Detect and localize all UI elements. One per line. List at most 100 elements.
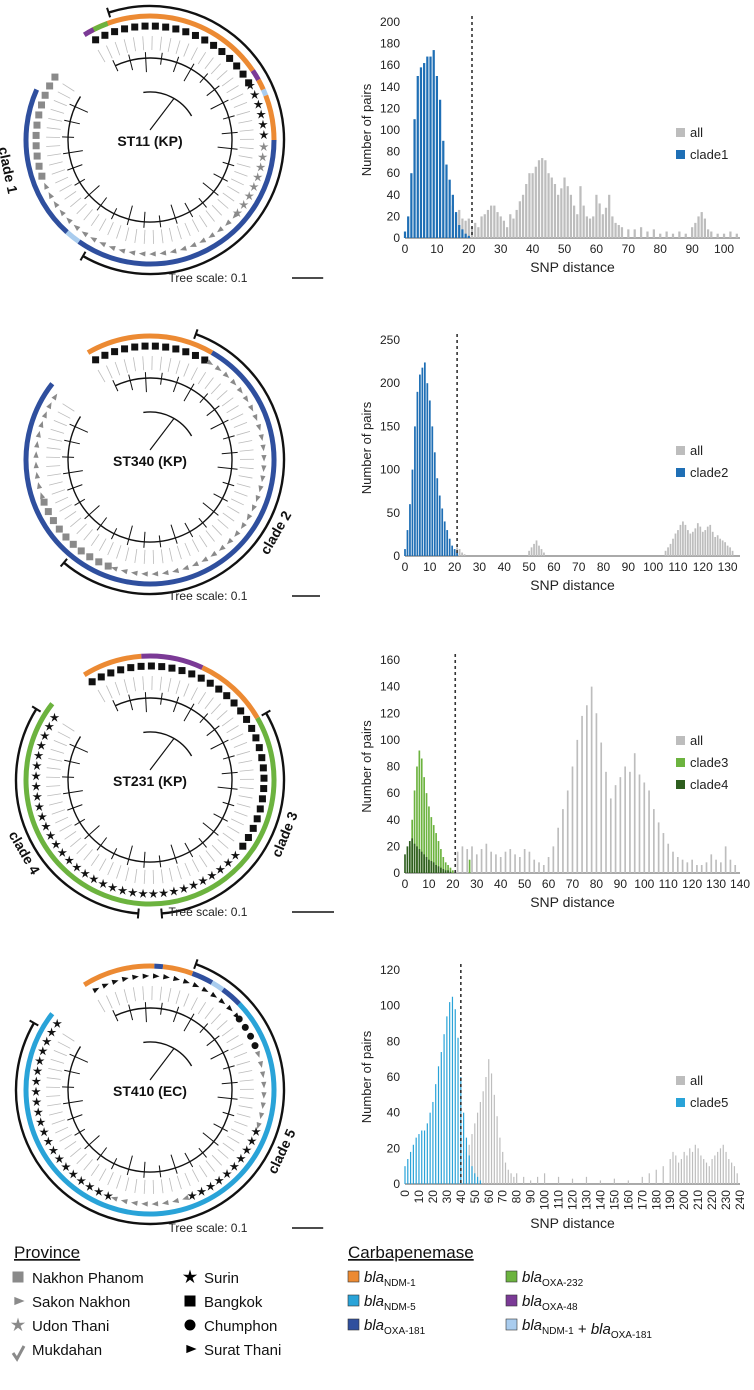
tip-guide [50, 748, 65, 754]
province-symbol [169, 886, 179, 896]
tree-branch [128, 54, 134, 71]
province-symbol [46, 1027, 57, 1037]
bar-all [691, 859, 693, 873]
province-symbol [51, 839, 61, 849]
province-symbol [141, 342, 149, 350]
province-symbol [179, 245, 187, 251]
bar-all [679, 524, 682, 556]
histogram-panel-3: 0 20 40 60 80 100 120 140 160 0 10 20 30 40 50 60 70 80 90… [359, 653, 750, 910]
x-tick-label: 30 [473, 560, 487, 574]
tip-guide [175, 680, 181, 694]
y-tick-label: 200 [380, 376, 400, 390]
legend-gene-part: NDM-5 [384, 1302, 416, 1313]
tip-guide [97, 49, 106, 63]
province-symbol [121, 25, 129, 33]
tree-branch [210, 739, 229, 750]
province-symbol [172, 1197, 180, 1203]
province-symbol [42, 1036, 52, 1046]
tree-branch [112, 700, 119, 712]
y-tick-label: 200 [380, 15, 400, 29]
province-symbol [210, 550, 218, 557]
province-symbol [241, 1023, 249, 1031]
tree-branch [67, 484, 83, 491]
tip-guide [70, 517, 82, 528]
tree-branch [158, 855, 162, 868]
bar-all [648, 790, 650, 873]
province-symbol [201, 356, 209, 364]
bar-all [499, 1137, 501, 1184]
tree-branch [184, 202, 194, 218]
bar-clade2 [443, 521, 446, 556]
tip-guide [160, 229, 164, 244]
province-symbol [214, 365, 222, 372]
bar-all [701, 531, 704, 556]
tip-guide [198, 855, 208, 868]
bar-all [716, 535, 719, 556]
tip-guide [238, 475, 253, 479]
tip-guide [197, 371, 207, 385]
bar-all [509, 849, 512, 873]
legend-province-label: Mukdahan [32, 1342, 102, 1359]
x-tick-label: 60 [547, 560, 561, 574]
tip-guide [143, 549, 146, 564]
bar-all [697, 216, 700, 238]
province-symbol [242, 1145, 252, 1155]
tree-scale-label: Tree scale: 0.1 [169, 589, 248, 603]
bar-clade4 [437, 866, 440, 873]
y-tick-label: 40 [387, 813, 401, 827]
bar-all [541, 158, 544, 238]
bar-clade5 [415, 1137, 417, 1184]
tip-guide [239, 467, 254, 470]
tip-guide [239, 769, 254, 772]
province-symbol [259, 141, 269, 151]
tip-guide [216, 1020, 228, 1031]
tree-branch [206, 725, 220, 737]
x-tick-label: 230 [719, 1190, 733, 1210]
carbapenemase-ring-segment [23, 702, 277, 907]
tree-branch [74, 818, 86, 826]
province-symbol [201, 36, 209, 44]
bar-all [638, 774, 641, 873]
bar-all [525, 184, 528, 238]
tree-branch [199, 713, 209, 723]
legend-gene-part: bla [591, 1321, 611, 1338]
bar-all [719, 1148, 722, 1184]
bar-clade5 [446, 1016, 448, 1184]
tree-branch [222, 481, 235, 487]
bar-all [724, 542, 726, 556]
bar-all [667, 843, 670, 873]
tip-guide [116, 1175, 122, 1189]
y-tick-label: 120 [380, 706, 400, 720]
bar-clade2 [438, 495, 441, 556]
bar-all [694, 222, 697, 238]
province-symbol [246, 513, 253, 521]
tip-guide [90, 534, 100, 547]
province-symbol [33, 451, 39, 458]
bar-all [672, 538, 674, 556]
tip-guide [226, 85, 239, 94]
bar-clade3 [425, 793, 428, 874]
tip-guide [125, 227, 130, 242]
bar-clade3 [437, 841, 440, 873]
province-symbol [53, 201, 60, 208]
province-symbol [101, 351, 109, 359]
x-tick-label: 240 [733, 1190, 747, 1210]
province-symbol [253, 815, 261, 823]
bar-all [582, 205, 585, 238]
tree-branch [144, 1002, 147, 1023]
bar-all [544, 160, 547, 238]
tip-guide [204, 57, 214, 69]
x-tick-label: 190 [663, 1190, 677, 1210]
y-tick-label: 100 [380, 733, 400, 747]
province-symbol [245, 80, 255, 90]
tree-branch [222, 1111, 235, 1117]
province-symbol [31, 781, 41, 791]
tree-branch [67, 164, 83, 171]
bar-all [588, 218, 592, 238]
bar-all [550, 177, 553, 238]
y-tick-label: 100 [380, 463, 400, 477]
province-symbol [232, 208, 243, 218]
y-tick-label: 80 [387, 145, 401, 159]
tip-guide [198, 1165, 208, 1178]
x-tick-label: 70 [496, 1190, 510, 1204]
